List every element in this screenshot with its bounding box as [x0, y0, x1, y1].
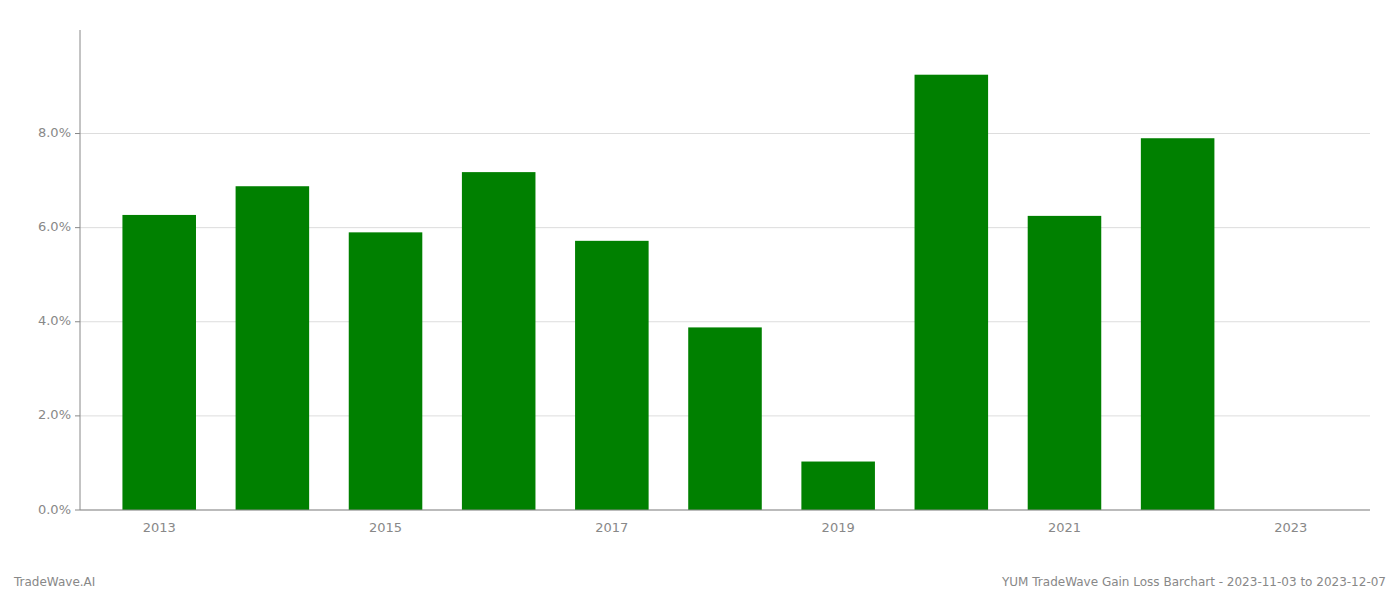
footer-text: TradeWave.AI [13, 575, 95, 589]
bar [688, 327, 762, 510]
bar [801, 462, 875, 510]
y-tick-label: 2.0% [38, 407, 71, 422]
bar [915, 75, 989, 510]
y-axis: 0.0% 2.0% 4.0% 6.0% 8.0% [38, 30, 80, 517]
grid-line [80, 510, 1370, 511]
y-tick-label: 6.0% [38, 219, 71, 234]
chart: 0.0% 2.0% 4.0% 6.0% 8.0% 2013 2015 2017 2019 2021… [0, 0, 1400, 600]
bar [122, 215, 196, 510]
bar [236, 186, 310, 510]
x-tick-label: 2019 [822, 520, 855, 535]
x-axis: 2013 2015 2017 2019 2021 2023 [80, 510, 1370, 535]
y-tick [75, 415, 80, 416]
bar [1141, 138, 1215, 510]
x-axis-line [80, 510, 1370, 511]
y-tick [75, 510, 80, 511]
y-tick-label: 4.0% [38, 313, 71, 328]
x-tick-label: 2015 [369, 520, 402, 535]
y-tick-label: 8.0% [38, 125, 71, 140]
footer-text: YUM TradeWave Gain Loss Barchart - 2023-… [1001, 575, 1386, 589]
bar [462, 172, 536, 510]
bar [575, 241, 649, 510]
y-tick [75, 227, 80, 228]
grid-line [80, 133, 1370, 134]
y-grid [80, 134, 1370, 510]
chart-container: 0.0% 2.0% 4.0% 6.0% 8.0% 2013 2015 2017 2019 2021… [0, 0, 1400, 600]
bars [122, 75, 1214, 510]
x-tick-label: 2013 [143, 520, 176, 535]
x-tick-label: 2023 [1274, 520, 1307, 535]
y-tick [75, 133, 80, 134]
bar [1028, 216, 1102, 510]
x-tick-label: 2017 [595, 520, 628, 535]
y-axis-line [80, 30, 81, 510]
x-tick-label: 2021 [1048, 520, 1081, 535]
bar [349, 232, 423, 510]
y-tick-label: 0.0% [38, 502, 71, 517]
y-tick [75, 321, 80, 322]
